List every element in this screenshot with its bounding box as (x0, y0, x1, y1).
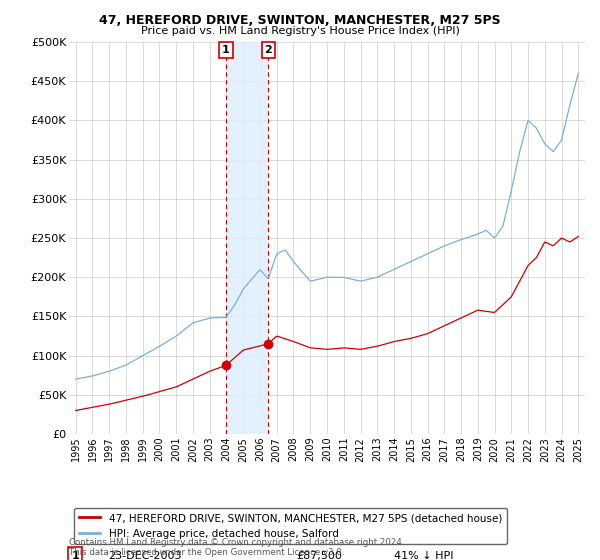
Text: 23-DEC-2003: 23-DEC-2003 (108, 550, 181, 560)
Bar (226, 42, 268, 434)
Text: 2: 2 (265, 45, 272, 55)
Text: 47, HEREFORD DRIVE, SWINTON, MANCHESTER, M27 5PS: 47, HEREFORD DRIVE, SWINTON, MANCHESTER,… (99, 14, 501, 27)
Text: 41% ↓ HPI: 41% ↓ HPI (394, 550, 454, 560)
Text: Contains HM Land Registry data © Crown copyright and database right 2024.
This d: Contains HM Land Registry data © Crown c… (69, 538, 404, 557)
Text: Price paid vs. HM Land Registry's House Price Index (HPI): Price paid vs. HM Land Registry's House … (140, 26, 460, 36)
Text: 1: 1 (71, 550, 79, 560)
Legend: 47, HEREFORD DRIVE, SWINTON, MANCHESTER, M27 5PS (detached house), HPI: Average : 47, HEREFORD DRIVE, SWINTON, MANCHESTER,… (74, 508, 507, 544)
Text: 1: 1 (222, 45, 230, 55)
Text: £87,500: £87,500 (296, 550, 342, 560)
